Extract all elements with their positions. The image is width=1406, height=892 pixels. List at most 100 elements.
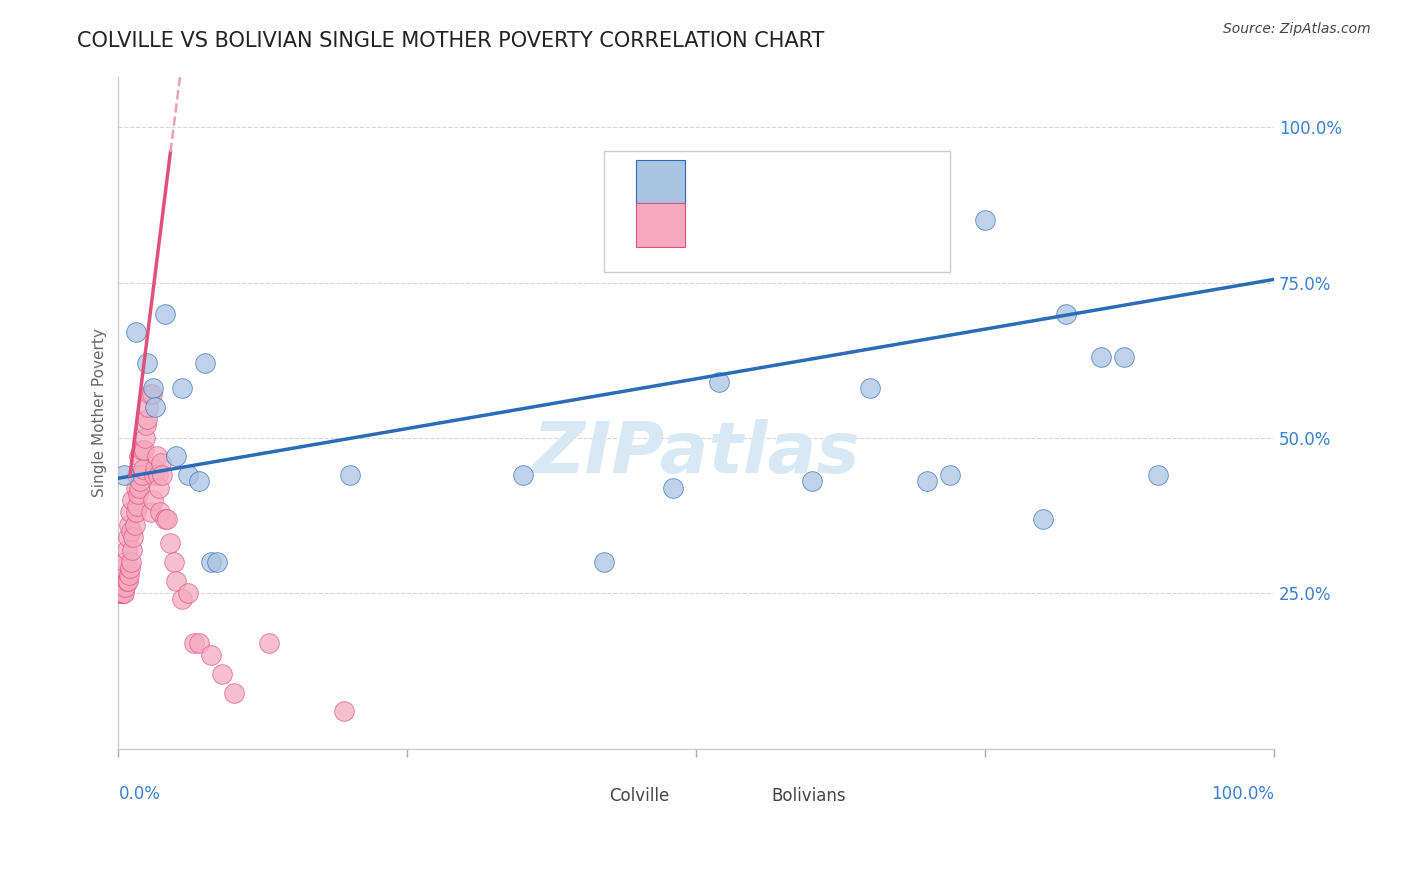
- Text: Colville: Colville: [610, 787, 669, 805]
- Point: [177, 468, 200, 483]
- FancyBboxPatch shape: [603, 152, 950, 272]
- Point: [131, 443, 153, 458]
- Point: [858, 381, 880, 395]
- Point: [163, 555, 186, 569]
- Point: [257, 636, 280, 650]
- Point: [120, 524, 142, 538]
- Point: [211, 667, 233, 681]
- Point: [512, 468, 534, 483]
- Point: [339, 468, 361, 483]
- Point: [134, 431, 156, 445]
- Point: [131, 468, 153, 483]
- Point: [183, 636, 205, 650]
- Point: [150, 468, 173, 483]
- Point: [135, 418, 157, 433]
- Text: N = 28: N = 28: [830, 175, 887, 193]
- Point: [131, 462, 153, 476]
- Point: [125, 325, 148, 339]
- FancyBboxPatch shape: [636, 160, 685, 203]
- Text: COLVILLE VS BOLIVIAN SINGLE MOTHER POVERTY CORRELATION CHART: COLVILLE VS BOLIVIAN SINGLE MOTHER POVER…: [77, 31, 825, 51]
- Point: [111, 586, 134, 600]
- Point: [165, 450, 187, 464]
- Point: [142, 381, 165, 395]
- Text: N = 72: N = 72: [830, 216, 887, 234]
- Text: 100.0%: 100.0%: [1211, 786, 1274, 804]
- Point: [114, 580, 136, 594]
- Text: R = 0.370: R = 0.370: [702, 216, 786, 234]
- Point: [128, 481, 150, 495]
- Text: R = 0.510: R = 0.510: [702, 175, 786, 193]
- Point: [156, 511, 179, 525]
- Point: [117, 574, 139, 588]
- Point: [188, 475, 211, 489]
- Text: ZIPatlas: ZIPatlas: [533, 418, 860, 488]
- Point: [120, 555, 142, 569]
- Point: [129, 475, 152, 489]
- Point: [1112, 350, 1135, 364]
- FancyBboxPatch shape: [636, 203, 685, 247]
- Point: [112, 586, 135, 600]
- Point: [917, 475, 939, 489]
- Point: [592, 555, 614, 569]
- Point: [939, 468, 962, 483]
- Point: [145, 450, 167, 464]
- Point: [138, 387, 160, 401]
- Point: [177, 586, 200, 600]
- Point: [110, 586, 132, 600]
- Point: [153, 307, 176, 321]
- Point: [200, 648, 222, 663]
- Point: [125, 468, 148, 483]
- Point: [709, 375, 731, 389]
- FancyBboxPatch shape: [558, 779, 603, 813]
- Point: [110, 574, 132, 588]
- Point: [142, 493, 165, 508]
- Text: 0.0%: 0.0%: [118, 786, 160, 804]
- Point: [117, 530, 139, 544]
- Text: Bolivians: Bolivians: [772, 787, 846, 805]
- Point: [146, 468, 169, 483]
- Point: [200, 555, 222, 569]
- Point: [111, 580, 134, 594]
- Point: [108, 580, 131, 594]
- Point: [139, 505, 162, 519]
- Point: [136, 412, 159, 426]
- Point: [188, 636, 211, 650]
- Point: [108, 586, 131, 600]
- Text: Source: ZipAtlas.com: Source: ZipAtlas.com: [1223, 22, 1371, 37]
- Point: [974, 213, 997, 227]
- FancyBboxPatch shape: [720, 779, 765, 813]
- Point: [125, 500, 148, 514]
- Point: [222, 685, 245, 699]
- Point: [143, 468, 166, 483]
- Point: [115, 574, 138, 588]
- Point: [125, 505, 148, 519]
- Point: [170, 381, 193, 395]
- Point: [150, 456, 173, 470]
- Point: [110, 580, 132, 594]
- Point: [115, 542, 138, 557]
- Point: [118, 567, 141, 582]
- Point: [122, 530, 145, 544]
- Point: [145, 400, 167, 414]
- Point: [141, 387, 163, 401]
- Point: [121, 542, 143, 557]
- Point: [124, 517, 146, 532]
- Point: [1054, 307, 1077, 321]
- Point: [112, 574, 135, 588]
- Point: [112, 586, 135, 600]
- Point: [170, 592, 193, 607]
- Point: [118, 561, 141, 575]
- Point: [112, 580, 135, 594]
- Point: [112, 468, 135, 483]
- Point: [125, 481, 148, 495]
- Point: [662, 481, 685, 495]
- Point: [153, 511, 176, 525]
- Point: [800, 475, 823, 489]
- Point: [118, 505, 141, 519]
- Y-axis label: Single Mother Poverty: Single Mother Poverty: [93, 328, 107, 498]
- Point: [1090, 350, 1112, 364]
- Point: [138, 400, 160, 414]
- Point: [1032, 511, 1054, 525]
- Point: [112, 561, 135, 575]
- Point: [128, 450, 150, 464]
